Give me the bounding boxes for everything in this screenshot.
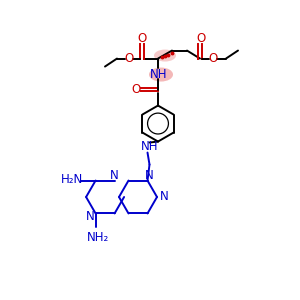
Text: H₂N: H₂N [61, 173, 83, 186]
Ellipse shape [154, 50, 176, 61]
Text: O: O [131, 83, 141, 96]
Text: N: N [160, 190, 168, 203]
Text: NH₂: NH₂ [86, 231, 109, 244]
Text: O: O [208, 52, 217, 65]
Text: O: O [137, 32, 147, 45]
Text: N: N [110, 169, 119, 182]
Text: N: N [145, 169, 154, 182]
Text: O: O [196, 32, 206, 45]
Text: NH: NH [141, 140, 158, 153]
Text: O: O [124, 52, 134, 65]
Ellipse shape [149, 68, 173, 82]
Text: NH: NH [150, 68, 168, 81]
Text: N: N [86, 210, 95, 223]
